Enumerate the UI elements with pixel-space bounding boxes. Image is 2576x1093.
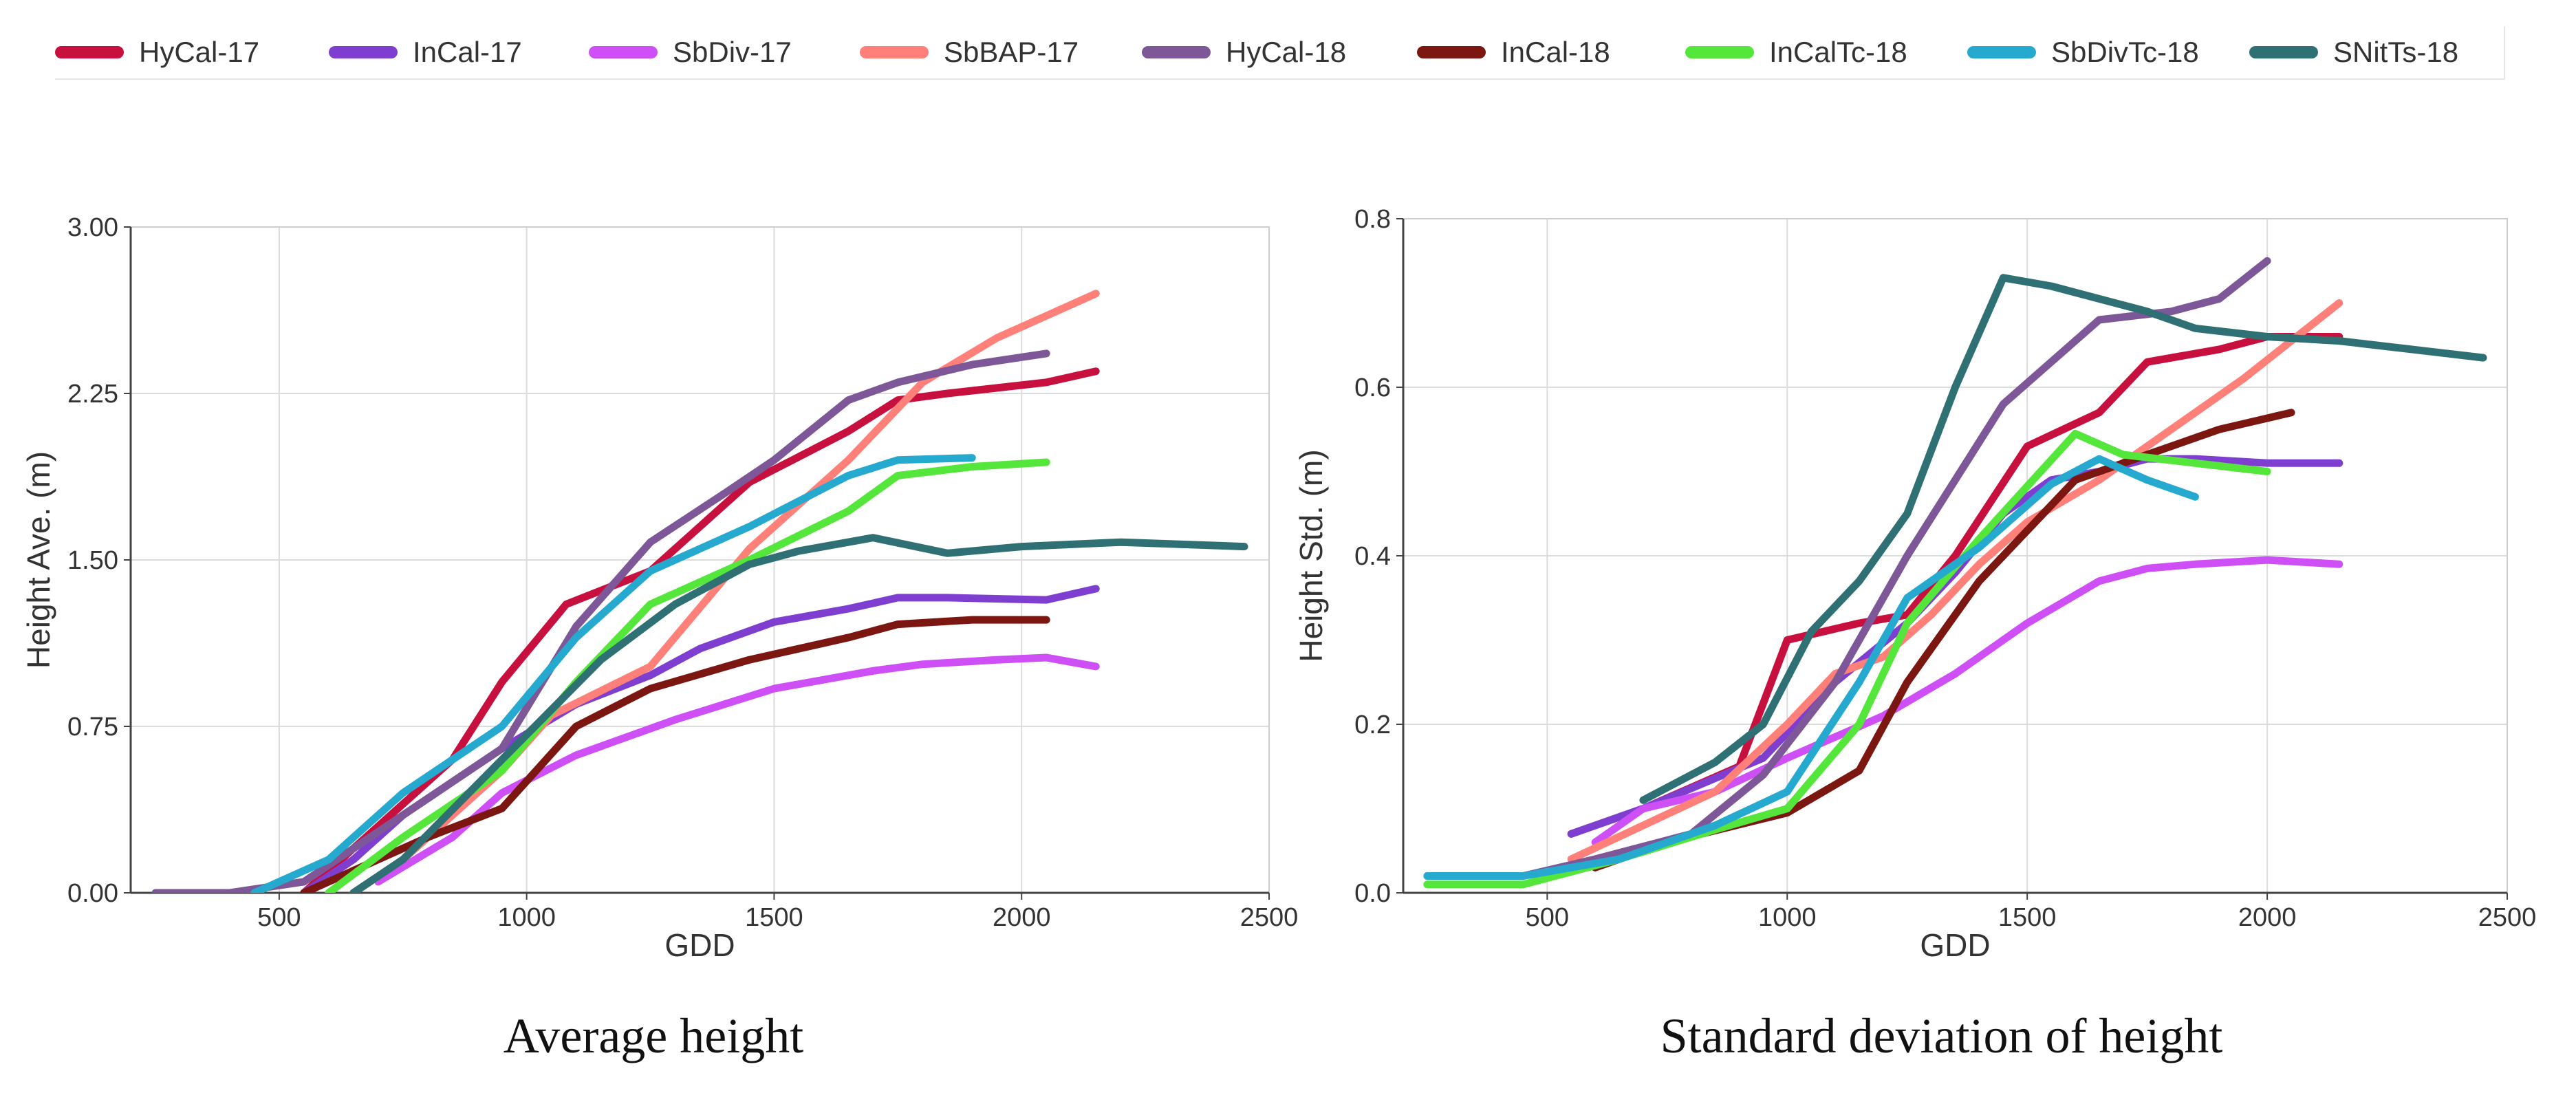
x-tick-label: 2500 — [2478, 903, 2537, 932]
legend: HyCal-17 InCal-17 SbDiv-17 SbBAP-17 HyCal-18… — [55, 26, 2505, 80]
legend-swatch — [589, 46, 658, 58]
legend-swatch — [55, 46, 124, 58]
series-line-SbBAP-17 — [1567, 299, 2344, 863]
legend-label: HyCal-18 — [1226, 36, 1347, 68]
legend-label: HyCal-17 — [139, 36, 260, 68]
x-tick-label: 1000 — [1758, 903, 1817, 932]
legend-label: InCal-17 — [413, 36, 522, 68]
y-tick-label: 1.50 — [67, 546, 118, 575]
y-tick-label: 3.00 — [67, 213, 118, 242]
legend-item[interactable]: SbBAP-17 — [860, 26, 1079, 78]
y-axis-label: Height Std. (m) — [1293, 449, 1329, 662]
legend-label: SNitTs-18 — [2333, 36, 2459, 68]
chart-average-height: 500 1000 1500 2000 2500 0.00 0.75 1.50 2.25 3.00 G… — [21, 213, 1298, 963]
y-tick-label: 0.6 — [1354, 374, 1391, 402]
x-tick-label: 1500 — [1998, 903, 2057, 932]
series-line-InCal-17 — [300, 585, 1100, 893]
legend-label: InCalTc-18 — [1769, 36, 1907, 68]
legend-item[interactable]: SbDiv-17 — [589, 26, 792, 78]
y-tick-label: 0.2 — [1354, 711, 1391, 739]
y-tick-label: 2.25 — [67, 380, 118, 409]
series-line-HyCal-17 — [300, 367, 1100, 893]
legend-swatch — [1142, 46, 1211, 58]
legend-item[interactable]: InCal-18 — [1417, 26, 1610, 78]
caption-right: Standard deviation of height — [1660, 1008, 2223, 1063]
x-tick-label: 2000 — [2238, 903, 2297, 932]
legend-swatch — [1967, 46, 2036, 58]
series-line-SbDiv-17 — [374, 653, 1100, 886]
legend-swatch — [1685, 46, 1754, 58]
legend-item[interactable]: HyCal-17 — [55, 26, 259, 78]
x-axis-label: GDD — [1920, 927, 1990, 963]
series-line-InCalTc-18 — [325, 458, 1050, 893]
chart-height-std: 500 1000 1500 2000 2500 0.0 0.2 0.4 0.6 0.8 GDD Hei… — [1293, 205, 2536, 963]
series-line-SNitTs-18 — [349, 534, 1248, 893]
y-axis-label: Height Ave. (m) — [21, 451, 56, 669]
legend-swatch — [1417, 46, 1486, 58]
series-line-SbDivTc-18 — [1423, 455, 2199, 880]
x-tick-label: 500 — [1526, 903, 1569, 932]
series-group — [151, 290, 1248, 893]
legend-item[interactable]: InCalTc-18 — [1685, 26, 1907, 78]
series-group — [1423, 257, 2487, 889]
legend-label: SbBAP-17 — [944, 36, 1079, 68]
series-line-InCal-18 — [300, 616, 1050, 893]
legend-swatch — [2249, 46, 2318, 58]
x-tick-label: 1000 — [497, 903, 556, 932]
legend-item[interactable]: InCal-17 — [329, 26, 522, 78]
series-line-SbBAP-17 — [349, 290, 1100, 893]
legend-item[interactable]: SbDivTc-18 — [1967, 26, 2199, 78]
series-line-SNitTs-18 — [1639, 274, 2487, 804]
x-tick-label: 500 — [257, 903, 301, 932]
y-tick-label: 0.4 — [1354, 542, 1391, 571]
y-tick-label: 0.0 — [1354, 879, 1391, 908]
legend-item[interactable]: SNitTs-18 — [2249, 26, 2458, 78]
legend-label: SbDiv-17 — [673, 36, 792, 68]
legend-swatch — [860, 46, 929, 58]
x-axis-label: GDD — [664, 927, 735, 963]
legend-label: InCal-18 — [1501, 36, 1610, 68]
y-tick-label: 0.75 — [67, 713, 118, 742]
x-tick-label: 2500 — [1240, 903, 1299, 932]
caption-left: Average height — [503, 1008, 804, 1063]
y-tick-label: 0.8 — [1354, 205, 1391, 234]
legend-label: SbDivTc-18 — [2051, 36, 2199, 68]
legend-swatch — [329, 46, 398, 58]
series-line-SbDivTc-18 — [250, 454, 976, 893]
legend-item[interactable]: HyCal-18 — [1142, 26, 1346, 78]
y-tick-label: 0.00 — [67, 879, 118, 908]
x-tick-label: 2000 — [993, 903, 1051, 932]
x-tick-label: 1500 — [745, 903, 803, 932]
